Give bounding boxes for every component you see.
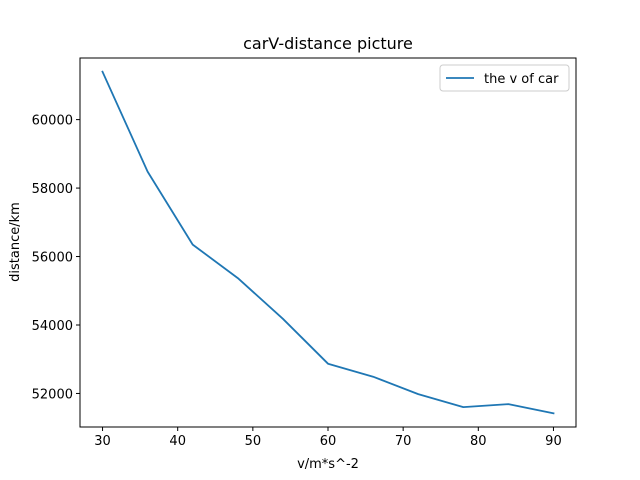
series-line [101, 70, 555, 415]
legend-entry: the v of car [484, 72, 559, 87]
x-tick-label: 70 [395, 434, 412, 449]
x-tick-label: 80 [470, 434, 487, 449]
y-axis-label: distance/km [8, 202, 23, 282]
x-tick-label: 40 [169, 434, 186, 449]
y-tick-label: 58000 [32, 182, 73, 197]
plot-area [101, 70, 555, 415]
x-tick-label: 90 [545, 434, 562, 449]
x-tick-label: 30 [94, 434, 111, 449]
x-axis-label: v/m*s^-2 [297, 457, 359, 472]
y-tick-label: 60000 [32, 114, 73, 129]
x-tick-label: 60 [320, 434, 337, 449]
y-tick-label: 54000 [32, 319, 73, 334]
chart-title: carV-distance picture [243, 34, 413, 53]
y-tick-label: 52000 [32, 387, 73, 402]
x-axis: 30 40 50 60 70 80 90 [94, 427, 562, 449]
y-axis: 52000 54000 56000 58000 60000 [32, 114, 80, 402]
legend: the v of car [439, 64, 570, 92]
legend-box [439, 64, 570, 92]
y-tick-label: 56000 [32, 251, 73, 266]
x-tick-label: 50 [245, 434, 262, 449]
